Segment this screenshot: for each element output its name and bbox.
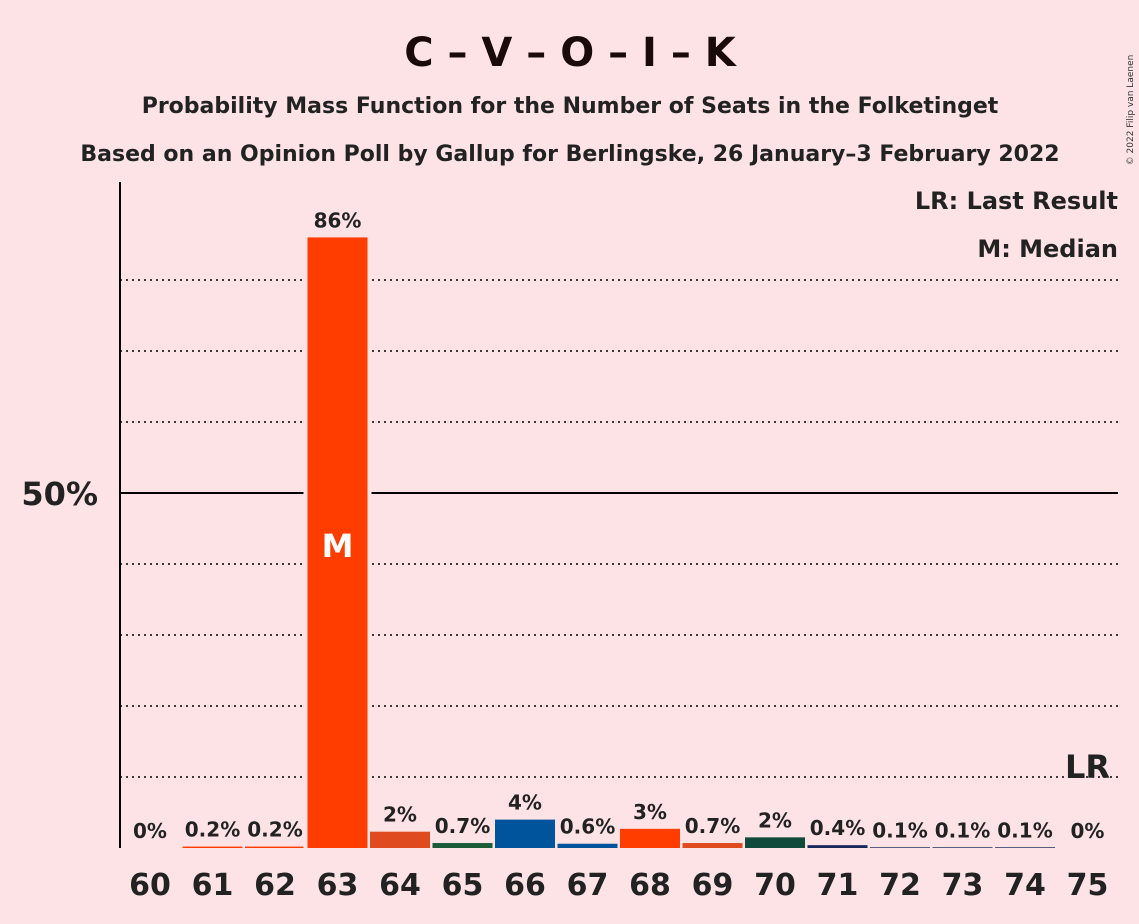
x-axis-ticks: 60 61 62 63 64 65 66 67 68 69 70 71 72 73 74 75 xyxy=(129,868,1108,903)
x-tick-label: 68 xyxy=(629,868,671,903)
x-tick-label: 61 xyxy=(192,868,234,903)
x-tick-label: 67 xyxy=(567,868,609,903)
copyright-credit: © 2022 Filip van Laenen xyxy=(1126,55,1136,166)
bar xyxy=(307,237,368,848)
y-axis-ticks: 50% xyxy=(21,475,98,513)
x-tick-label: 60 xyxy=(129,868,171,903)
bar xyxy=(370,831,430,848)
bar xyxy=(245,846,305,848)
x-tick-label: 62 xyxy=(254,868,296,903)
last-result-marker: LR xyxy=(1065,748,1110,786)
bar xyxy=(557,843,618,848)
bar xyxy=(932,847,993,848)
x-tick-label: 71 xyxy=(817,868,859,903)
data-label: 0% xyxy=(133,819,167,843)
data-label: 4% xyxy=(508,791,542,815)
data-label: 3% xyxy=(633,800,667,824)
legend-median: M: Median xyxy=(977,235,1118,263)
median-marker: M xyxy=(322,527,354,565)
chart-subtitle-2: Based on an Opinion Poll by Gallup for B… xyxy=(80,142,1059,167)
chart-title: C – V – O – I – K xyxy=(404,30,738,76)
data-label: 86% xyxy=(314,208,362,232)
data-label: 2% xyxy=(383,803,417,827)
data-label: 0% xyxy=(1071,819,1105,843)
bar xyxy=(182,846,243,848)
x-tick-label: 70 xyxy=(754,868,796,903)
data-labels: 0% 0.2% 0.2% 86% M 2% 0.7% 4% 0.6% 3% 0.7% 2% 0.4% 0.… xyxy=(133,208,1110,843)
x-tick-label: 73 xyxy=(942,868,984,903)
chart-subtitle: Probability Mass Function for the Number… xyxy=(142,94,999,119)
data-label: 0.2% xyxy=(247,818,302,842)
data-label: 0.1% xyxy=(997,818,1052,842)
bar xyxy=(745,837,805,848)
x-tick-label: 65 xyxy=(442,868,484,903)
bar xyxy=(807,845,868,848)
bars xyxy=(182,235,1055,848)
gridlines xyxy=(120,279,1118,778)
data-label: 0.6% xyxy=(560,815,615,839)
bar xyxy=(870,847,930,848)
data-label: 0.1% xyxy=(935,818,990,842)
legend-last-result: LR: Last Result xyxy=(915,187,1118,215)
x-tick-label: 63 xyxy=(317,868,359,903)
data-label: 0.4% xyxy=(810,816,865,840)
data-label: 0.2% xyxy=(185,818,240,842)
x-tick-label: 69 xyxy=(692,868,734,903)
x-tick-label: 74 xyxy=(1004,868,1046,903)
x-tick-label: 66 xyxy=(504,868,546,903)
bar xyxy=(495,819,555,848)
data-label: 0.7% xyxy=(685,814,740,838)
bar xyxy=(432,843,493,848)
data-label: 0.7% xyxy=(435,814,490,838)
y-tick-label: 50% xyxy=(21,475,98,513)
bar xyxy=(682,843,743,848)
x-tick-label: 72 xyxy=(879,868,921,903)
bar xyxy=(995,847,1055,848)
data-label: 0.1% xyxy=(872,818,927,842)
data-label: 2% xyxy=(758,808,792,832)
bar xyxy=(620,828,680,848)
x-tick-label: 64 xyxy=(379,868,421,903)
x-tick-label: 75 xyxy=(1067,868,1109,903)
